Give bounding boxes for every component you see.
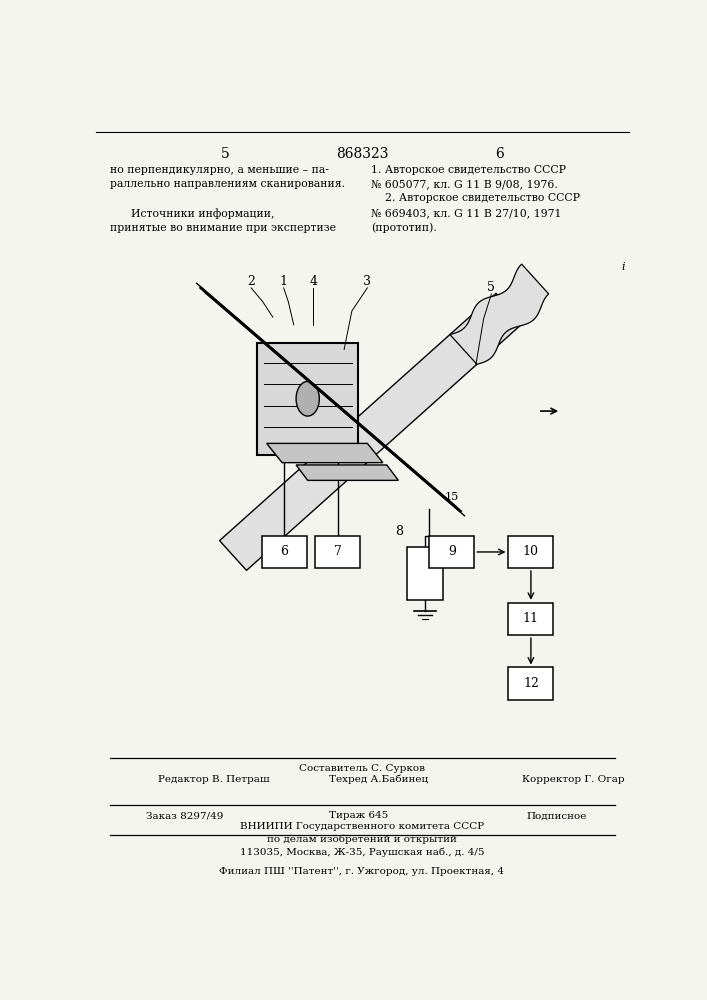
Text: 12: 12 bbox=[523, 677, 539, 690]
Text: 6: 6 bbox=[281, 545, 288, 558]
Text: Тираж 645: Тираж 645 bbox=[329, 811, 388, 820]
Text: i: i bbox=[621, 262, 625, 272]
Bar bbox=[508, 536, 554, 568]
Text: 6: 6 bbox=[495, 147, 503, 161]
Text: 5: 5 bbox=[487, 281, 496, 294]
Bar bbox=[315, 536, 361, 568]
Text: 1. Авторское свидетельство СССР
№ 605077, кл. G 11 В 9/08, 1976.
    2. Авторско: 1. Авторское свидетельство СССР № 605077… bbox=[371, 165, 580, 233]
Text: 7: 7 bbox=[334, 545, 342, 558]
Polygon shape bbox=[267, 443, 383, 463]
Text: Корректор Г. Огар: Корректор Г. Огар bbox=[522, 774, 625, 784]
Text: Филиал ПШ ''Патент'', г. Ужгород, ул. Проектная, 4: Филиал ПШ ''Патент'', г. Ужгород, ул. Пр… bbox=[219, 867, 505, 876]
Text: Подписное: Подписное bbox=[526, 811, 587, 820]
Text: 4: 4 bbox=[309, 275, 317, 288]
Text: Техред А.Бабинец: Техред А.Бабинец bbox=[329, 774, 428, 784]
Text: 9: 9 bbox=[448, 545, 456, 558]
Text: ВНИИПИ Государственного комитета СССР
по делам изобретений и открытий
113035, Мо: ВНИИПИ Государственного комитета СССР по… bbox=[240, 822, 484, 857]
Text: 1: 1 bbox=[280, 275, 288, 288]
Ellipse shape bbox=[296, 381, 320, 416]
Text: Редактор В. Петраш: Редактор В. Петраш bbox=[158, 774, 270, 784]
Bar bbox=[429, 536, 474, 568]
Text: 3: 3 bbox=[363, 275, 371, 288]
Text: 2: 2 bbox=[247, 275, 255, 288]
Text: Заказ 8297/49: Заказ 8297/49 bbox=[146, 811, 224, 820]
Polygon shape bbox=[296, 465, 398, 480]
Text: Составитель С. Сурков: Составитель С. Сурков bbox=[299, 764, 425, 773]
Bar bbox=[508, 667, 554, 700]
Bar bbox=[257, 343, 358, 455]
Text: 5: 5 bbox=[221, 147, 230, 161]
Bar bbox=[508, 603, 554, 635]
Text: 11: 11 bbox=[523, 612, 539, 625]
Bar bbox=[407, 547, 443, 600]
Text: 10: 10 bbox=[523, 545, 539, 558]
Polygon shape bbox=[450, 264, 549, 364]
Polygon shape bbox=[220, 293, 523, 570]
Text: 868323: 868323 bbox=[336, 147, 388, 161]
Bar bbox=[262, 536, 307, 568]
Text: но перпендикулярно, а меньшие – па-
раллельно направлениям сканирования.

      : но перпендикулярно, а меньшие – па- ралл… bbox=[110, 165, 345, 233]
Text: 15: 15 bbox=[445, 492, 459, 502]
Text: 8: 8 bbox=[395, 525, 403, 538]
